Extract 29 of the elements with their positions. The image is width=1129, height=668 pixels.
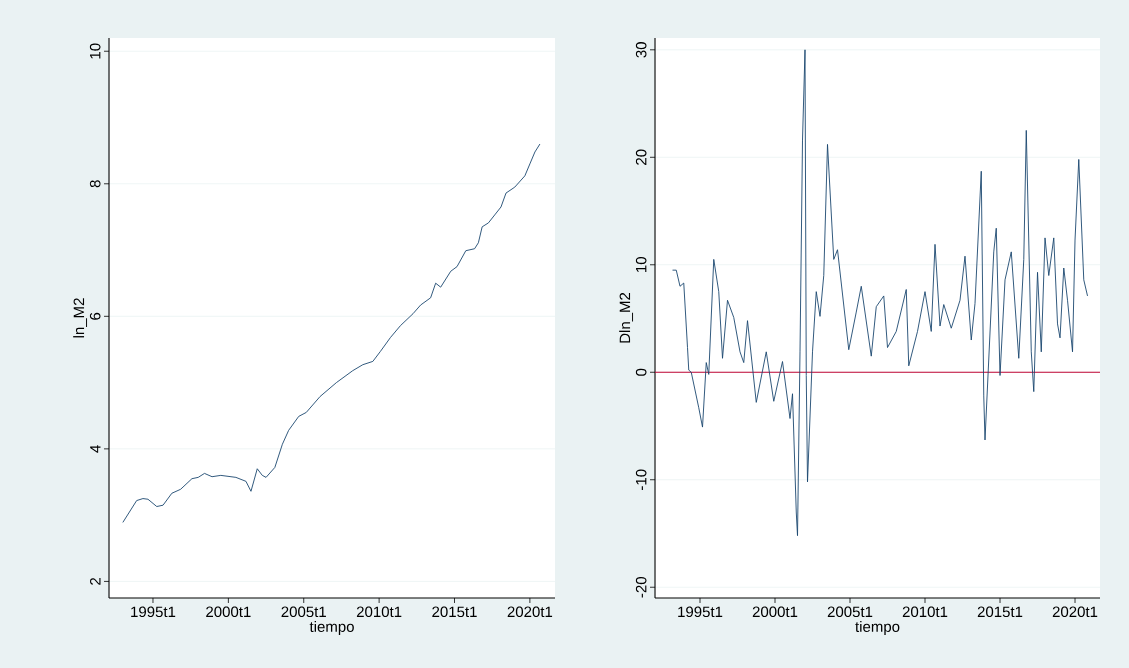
y-axis-title: Dln_M2 bbox=[619, 292, 634, 343]
line-series bbox=[672, 49, 1088, 537]
y-tick-label: 10 bbox=[89, 43, 101, 59]
x-tick-label: 2000t1 bbox=[752, 606, 798, 618]
y-tick-label: 2 bbox=[90, 577, 101, 585]
x-tick-label: 2010t1 bbox=[356, 606, 402, 618]
y-tick-label: -10 bbox=[635, 469, 647, 490]
x-tick-label: 2010t1 bbox=[902, 606, 948, 618]
y-tick-label: 8 bbox=[89, 180, 101, 188]
y-tick-label: 0 bbox=[635, 368, 647, 376]
y-tick-label: 20 bbox=[635, 149, 647, 165]
y-tick-label: -20 bbox=[635, 576, 647, 598]
x-tick-label: 2005t1 bbox=[281, 606, 326, 618]
y-tick-label: 4 bbox=[90, 445, 101, 453]
x-tick-label: 2015t1 bbox=[977, 606, 1023, 618]
x-tick-label: 2020t1 bbox=[507, 606, 553, 618]
y-tick-label: 10 bbox=[635, 257, 647, 272]
x-tick-label: 1995t1 bbox=[131, 606, 176, 618]
x-tick-label: 1995t1 bbox=[678, 606, 723, 618]
x-tick-label: 2000t1 bbox=[206, 606, 251, 618]
x-axis-title: tiempo bbox=[309, 620, 354, 635]
y-axis-title: ln_M2 bbox=[73, 298, 88, 338]
x-tick-label: 2005t1 bbox=[827, 606, 873, 618]
line-series bbox=[122, 143, 541, 523]
x-axis-title: tiempo bbox=[855, 620, 900, 635]
x-tick-label: 2015t1 bbox=[432, 606, 477, 618]
y-tick-label: 30 bbox=[635, 42, 647, 58]
y-tick-label: 6 bbox=[89, 312, 101, 320]
x-tick-label: 2020t1 bbox=[1052, 606, 1098, 618]
